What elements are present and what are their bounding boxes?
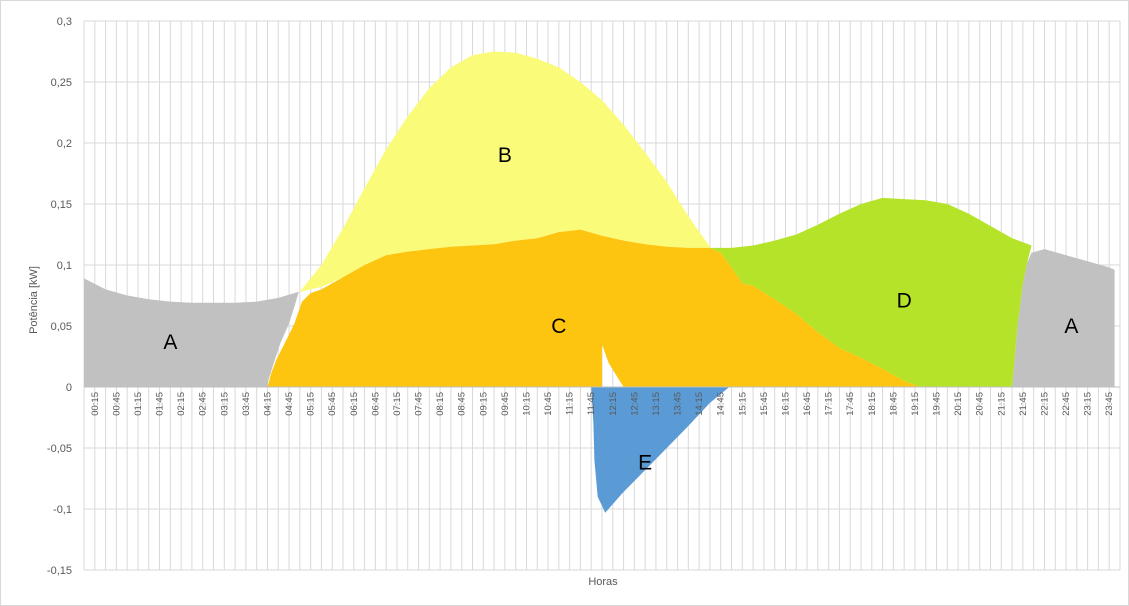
x-tick-label: 00:15	[90, 392, 101, 416]
x-tick-label: 14:15	[694, 392, 705, 416]
x-tick-label: 08:45	[457, 392, 468, 416]
x-tick-label: 16:45	[802, 392, 813, 416]
x-tick-label: 03:45	[241, 392, 252, 416]
x-tick-label: 00:45	[111, 392, 122, 416]
x-tick-label: 05:45	[327, 392, 338, 416]
x-tick-label: 23:45	[1104, 392, 1115, 416]
x-tick-label: 21:45	[1018, 392, 1029, 416]
x-tick-label: 23:15	[1083, 392, 1094, 416]
y-tick-labels: -0,15 -0,1 -0,05 0 0,05 0,1 0,15 0,2 0,25 0,3	[47, 16, 72, 577]
x-tick-label: 22:15	[1039, 392, 1050, 416]
region-label-D: D	[897, 289, 912, 312]
area-A	[84, 278, 299, 387]
area-series	[84, 51, 1115, 513]
x-tick-label: 02:45	[198, 392, 209, 416]
x-tick-label: 01:45	[155, 392, 166, 416]
region-labels: A B C D E A	[163, 144, 1078, 474]
x-tick-label: 17:15	[824, 392, 835, 416]
y-tick-label: 0	[66, 382, 72, 394]
y-tick-label: 0,15	[51, 199, 72, 211]
region-label-A: A	[1064, 315, 1078, 338]
x-tick-label: 12:15	[608, 392, 619, 416]
x-tick-label: 09:45	[500, 392, 511, 416]
x-tick-label: 07:45	[414, 392, 425, 416]
x-tick-label: 08:15	[435, 392, 446, 416]
x-tick-label: 19:45	[932, 392, 943, 416]
x-tick-label: 20:15	[953, 392, 964, 416]
x-tick-label: 15:15	[737, 392, 748, 416]
x-tick-labels: 00:15 00:45 01:15 01:45 02:15 02:45 03:15 03:45…	[90, 392, 1115, 416]
x-tick-label: 12:45	[629, 392, 640, 416]
x-tick-label: 13:15	[651, 392, 662, 416]
y-tick-label: -0,15	[47, 565, 72, 577]
x-tick-label: 15:45	[759, 392, 770, 416]
y-tick-label: 0,3	[57, 16, 72, 28]
x-tick-label: 14:45	[716, 392, 727, 416]
area-E	[591, 387, 730, 513]
x-tick-label: 03:15	[219, 392, 230, 416]
x-tick-label: 04:15	[262, 392, 273, 416]
region-label-A: A	[163, 331, 177, 354]
x-tick-label: 19:15	[910, 392, 921, 416]
x-tick-label: 06:15	[349, 392, 360, 416]
x-tick-label: 20:45	[975, 392, 986, 416]
x-tick-label: 21:15	[996, 392, 1007, 416]
x-tick-label: 07:15	[392, 392, 403, 416]
region-label-E: E	[638, 452, 652, 475]
region-label-C: C	[551, 315, 566, 338]
y-tick-label: 0,2	[57, 138, 72, 150]
y-axis-title: Potência [kW]	[28, 266, 40, 334]
x-tick-label: 13:45	[673, 392, 684, 416]
x-tick-label: 11:45	[586, 392, 597, 415]
area-A	[1012, 249, 1115, 387]
x-tick-label: 11:15	[565, 392, 576, 415]
y-tick-label: 0,05	[51, 321, 72, 333]
x-tick-label: 17:45	[845, 392, 856, 416]
y-tick-label: -0,05	[47, 443, 72, 455]
x-tick-label: 06:45	[370, 392, 381, 416]
x-tick-label: 10:45	[543, 392, 554, 416]
area-D	[709, 197, 1032, 387]
region-label-B: B	[498, 144, 512, 167]
x-tick-label: 09:15	[478, 392, 489, 416]
x-tick-label: 10:15	[521, 392, 532, 416]
x-tick-label: 05:15	[306, 392, 317, 416]
x-tick-label: 18:15	[867, 392, 878, 416]
x-tick-label: 02:15	[176, 392, 187, 416]
x-tick-label: 22:45	[1061, 392, 1072, 416]
area-C	[267, 229, 921, 387]
x-tick-label: 18:45	[888, 392, 899, 416]
area-B	[299, 51, 710, 292]
y-tick-label: 0,1	[57, 260, 72, 272]
x-axis-title: Horas	[588, 576, 618, 588]
x-tick-label: 01:15	[133, 392, 144, 416]
y-tick-label: 0,25	[51, 77, 72, 89]
x-tick-label: 16:15	[780, 392, 791, 416]
x-tick-label: 04:45	[284, 392, 295, 416]
y-tick-label: -0,1	[53, 504, 72, 516]
